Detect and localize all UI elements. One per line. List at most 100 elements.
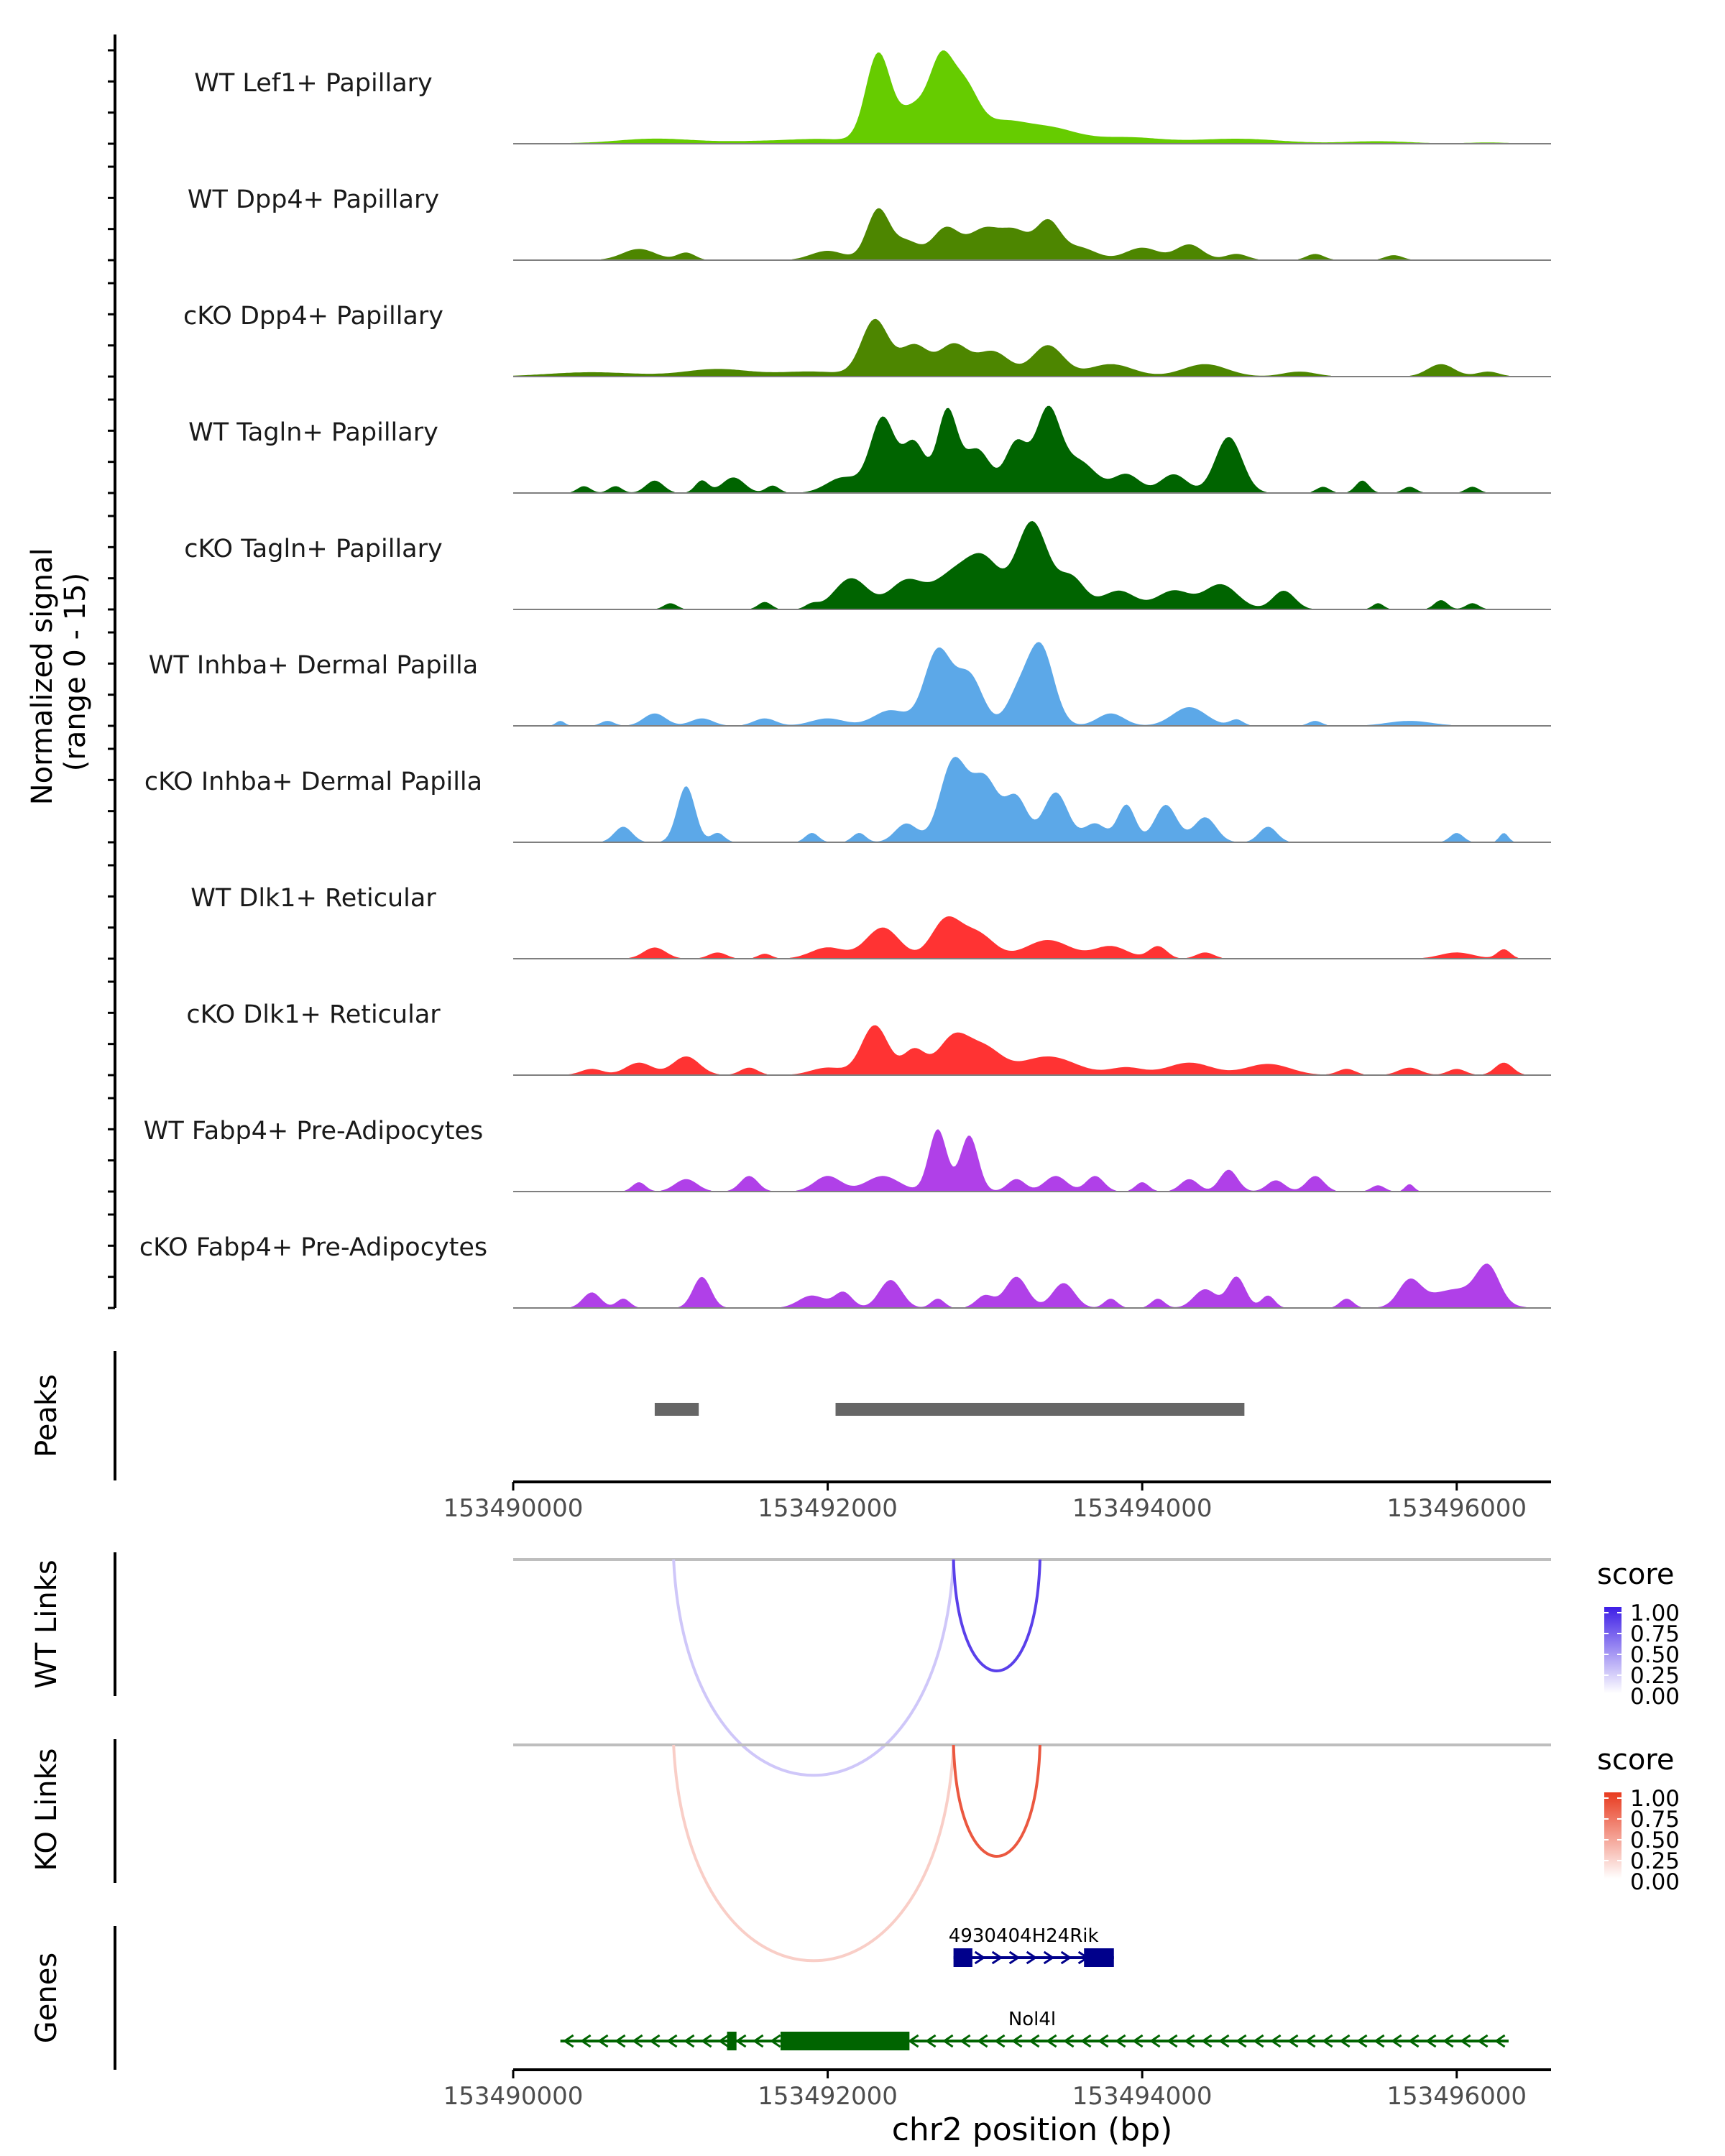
strand-arrow — [683, 2034, 695, 2048]
track-label: cKO Fabp4+ Pre-Adipocytes — [139, 1233, 487, 1262]
peaks-panel-label: Peaks — [30, 1374, 63, 1457]
position-axis-bottom: 153490000 153492000 153494000 153496000 — [443, 2068, 1551, 2111]
strand-arrow — [976, 2034, 988, 2048]
wt-links-label: WT Links — [30, 1560, 63, 1688]
axis-tick-label: 153496000 — [1386, 1494, 1527, 1523]
strand-arrow — [1043, 1950, 1055, 1965]
strand-arrow — [666, 2034, 678, 2048]
wt-score-legend: score 1.000.750.500.250.00 — [1597, 1558, 1680, 1710]
strand-arrow — [614, 2034, 626, 2048]
peak-region — [654, 1403, 699, 1416]
coverage-tracks: WT Lef1+ Papillary WT Dpp4+ Papillary cKO … — [139, 50, 1551, 1309]
coverage-area — [513, 757, 1544, 842]
ko-link-arcs — [672, 1744, 1041, 1963]
x-axis-label: chr2 position (bp) — [892, 2111, 1173, 2148]
gene-exon — [780, 2032, 910, 2050]
wt-legend-title: score — [1597, 1558, 1674, 1591]
track-5: WT Inhba+ Dermal Papilla — [149, 642, 1551, 727]
coverage-area — [513, 1129, 1544, 1192]
strand-arrow — [1269, 2034, 1282, 2048]
track-label: cKO Tagln+ Papillary — [184, 535, 443, 563]
gene-0: 4930404H24Rik — [949, 1925, 1114, 1967]
legend-tick-label: 1.00 — [1630, 1786, 1680, 1812]
track-3: WT Tagln+ Papillary — [188, 405, 1551, 494]
track-9: WT Fabp4+ Pre-Adipocytes — [144, 1117, 1551, 1192]
strand-arrow — [991, 1950, 1003, 1965]
legend-tick-label: 0.25 — [1630, 1663, 1680, 1689]
strand-arrow — [717, 2034, 730, 2048]
strand-arrow — [959, 2034, 971, 2048]
axis-tick-label: 153492000 — [758, 2082, 898, 2111]
strand-arrow — [700, 2034, 712, 2048]
signal-axis-label: Normalized signal (range 0 - 15) — [26, 539, 92, 806]
strand-arrow — [1390, 2034, 1402, 2048]
strand-arrow — [1338, 2034, 1351, 2048]
track-label: WT Tagln+ Papillary — [188, 418, 438, 447]
strand-arrow — [735, 2034, 747, 2048]
strand-arrow — [1008, 1950, 1021, 1965]
legend-tick-label: 0.00 — [1630, 1869, 1680, 1895]
legend-tick-label: 0.00 — [1630, 1684, 1680, 1710]
strand-arrow — [1235, 2034, 1247, 2048]
ko-links-label: KO Links — [30, 1749, 63, 1871]
axis-tick-label: 153492000 — [758, 1494, 898, 1523]
strand-arrow — [1028, 2034, 1040, 2048]
coverage-area — [513, 208, 1544, 260]
coverage-area — [513, 916, 1544, 959]
coverage-area — [513, 521, 1544, 609]
link-arc — [952, 1744, 1041, 1858]
gene-name: 4930404H24Rik — [949, 1925, 1099, 1947]
ko-score-legend: score 1.000.750.500.250.00 — [1597, 1743, 1680, 1895]
strand-arrow — [924, 2034, 937, 2048]
strand-arrow — [769, 2034, 781, 2048]
track-label: WT Dlk1+ Reticular — [190, 884, 436, 913]
gene-exon — [953, 1948, 972, 1967]
position-axis-top: 153490000 153492000 153494000 153496000 — [443, 1480, 1551, 1523]
strand-arrow — [1183, 2034, 1195, 2048]
strand-arrow — [1011, 2034, 1023, 2048]
coverage-area — [513, 1263, 1544, 1308]
legend-tick-label: 0.75 — [1630, 1807, 1680, 1833]
strand-arrow — [1321, 2034, 1333, 2048]
peak-region — [835, 1403, 1245, 1416]
axis-tick-label: 153496000 — [1386, 2082, 1527, 2111]
peak-regions — [654, 1403, 1245, 1416]
strand-arrow — [1494, 2034, 1506, 2048]
track-label: WT Lef1+ Papillary — [194, 69, 433, 98]
wt-links-panel: WT Links score 1.000.750.500.250.00 — [30, 1552, 1680, 1777]
axis-tick-label: 153490000 — [443, 2082, 584, 2111]
genes-panel-label: Genes — [30, 1953, 63, 2043]
strand-arrow — [1252, 2034, 1264, 2048]
strand-arrow — [1114, 2034, 1126, 2048]
track-0: WT Lef1+ Papillary — [194, 50, 1551, 144]
strand-arrow — [648, 2034, 661, 2048]
link-arc — [952, 1559, 1041, 1672]
strand-arrow — [1097, 2034, 1109, 2048]
track-label: WT Fabp4+ Pre-Adipocytes — [144, 1117, 483, 1146]
axis-tick-label: 153494000 — [1072, 1494, 1213, 1523]
strand-arrow — [1442, 2034, 1454, 2048]
ko-links-panel: KO Links score 1.000.750.500.250.00 — [30, 1739, 1680, 1963]
strand-arrow — [1287, 2034, 1299, 2048]
track-label: cKO Dpp4+ Papillary — [183, 302, 443, 331]
strand-arrow — [1166, 2034, 1178, 2048]
strand-arrow — [974, 1950, 986, 1965]
track-1: WT Dpp4+ Papillary — [188, 185, 1551, 261]
axis-tick-label: 153490000 — [443, 1494, 584, 1523]
track-6: cKO Inhba+ Dermal Papilla — [144, 757, 1551, 843]
ko-legend-ticks: 1.000.750.500.250.00 — [1604, 1786, 1680, 1895]
legend-tick-label: 0.50 — [1630, 1642, 1680, 1668]
strand-arrow — [1425, 2034, 1437, 2048]
legend-tick-label: 0.75 — [1630, 1621, 1680, 1647]
strand-arrow — [1080, 2034, 1092, 2048]
track-7: WT Dlk1+ Reticular — [190, 884, 1551, 959]
coverage-area — [513, 405, 1544, 493]
coverage-area — [513, 318, 1544, 377]
wt-legend-colorbar — [1604, 1607, 1622, 1693]
strand-arrow — [1045, 2034, 1057, 2048]
ko-legend-colorbar — [1604, 1792, 1622, 1879]
strand-arrow — [1476, 2034, 1489, 2048]
strand-arrow — [1218, 2034, 1230, 2048]
wt-legend-ticks: 1.000.750.500.250.00 — [1604, 1600, 1680, 1710]
